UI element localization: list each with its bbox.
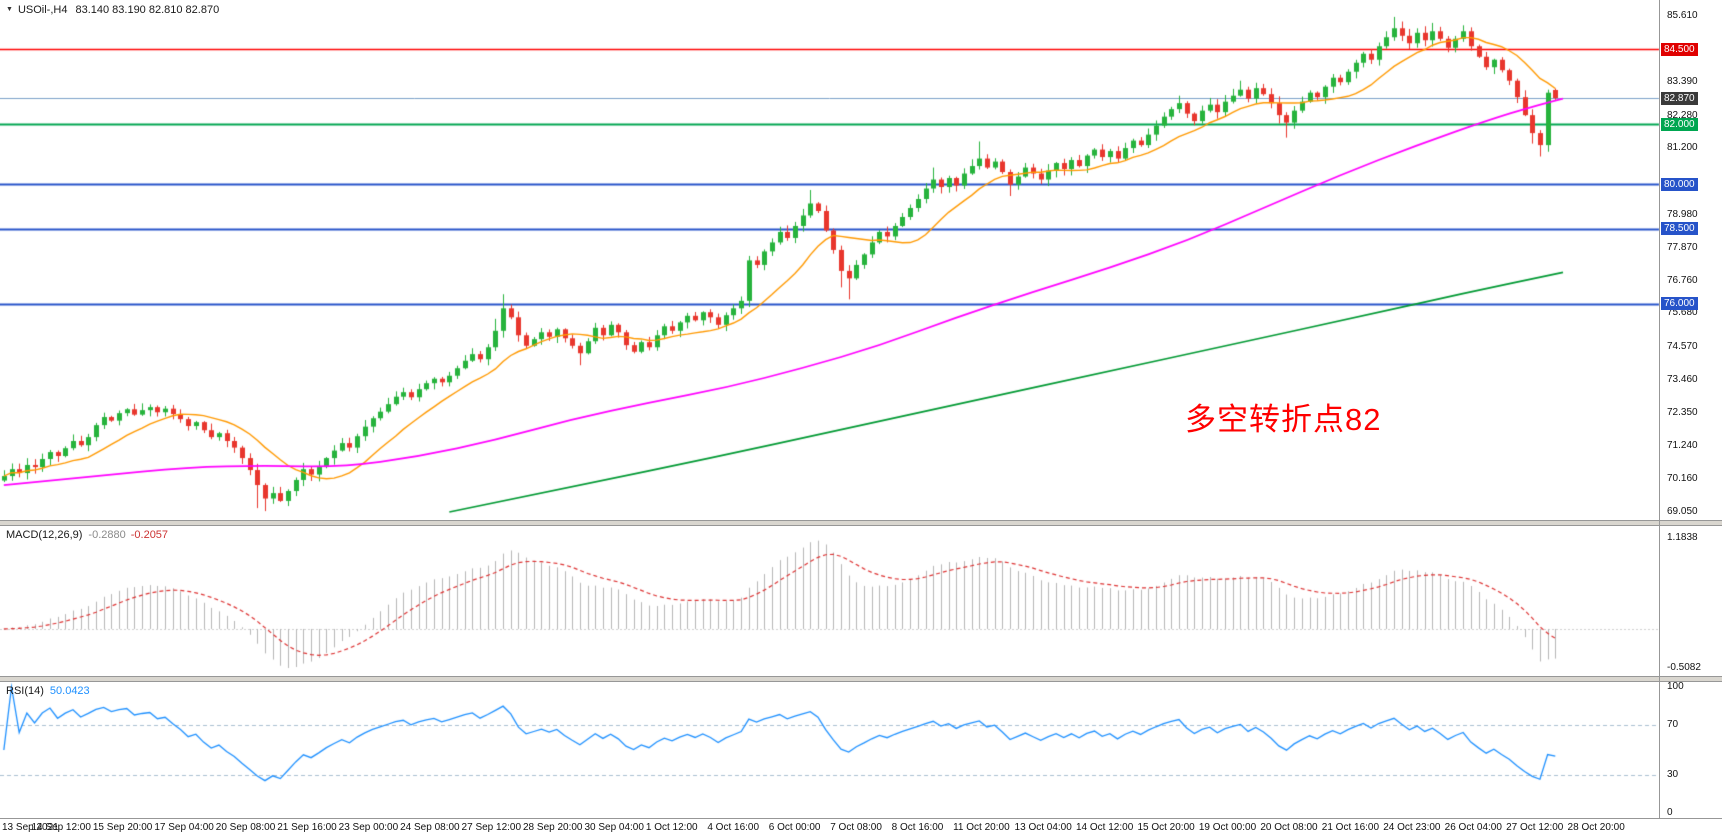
chart-annotation: 多空转折点82 <box>1185 402 1382 437</box>
time-label: 14 Sep 12:00 <box>31 822 91 833</box>
time-label: 23 Sep 00:00 <box>338 822 399 833</box>
macd-indicator-label: MACD(12,26,9) -0.2880 -0.2057 <box>6 529 168 541</box>
time-label: 13 Oct 04:00 <box>1014 822 1072 833</box>
time-label: 11 Oct 20:00 <box>953 822 1010 833</box>
time-label: 24 Oct 23:00 <box>1383 822 1441 833</box>
time-scale[interactable]: 13 Sep 2021 14 Sep 12:00 15 Sep 20:00 17 Se… <box>0 820 1722 840</box>
time-label: 21 Sep 16:00 <box>277 822 337 833</box>
price-badge: 80.000 <box>1661 177 1698 191</box>
price-tick: 73.460 <box>1667 373 1698 385</box>
macd-name: MACD(12,26,9) <box>6 529 83 541</box>
price-badge: 84.500 <box>1661 42 1698 56</box>
time-label: 30 Sep 04:00 <box>584 822 644 833</box>
chart-title: ▼ USOil-,H4 83.140 83.190 82.810 82.870 <box>6 4 219 16</box>
time-label: 24 Sep 08:00 <box>400 822 460 833</box>
macd-main-value: -0.2880 <box>88 529 126 541</box>
price-tick: 74.570 <box>1667 340 1698 352</box>
time-label: 7 Oct 08:00 <box>830 822 882 833</box>
time-label: 15 Sep 20:00 <box>92 822 153 833</box>
time-label: 20 Oct 08:00 <box>1260 822 1318 833</box>
time-label: 8 Oct 16:00 <box>891 822 944 833</box>
panel-separator[interactable] <box>0 676 1722 682</box>
price-tick: 85.610 <box>1667 10 1698 21</box>
time-label: 15 Oct 20:00 <box>1137 822 1195 833</box>
rsi-name: RSI(14) <box>6 685 44 697</box>
price-tick: 71.240 <box>1667 440 1698 452</box>
ohlc-values: 83.140 83.190 82.810 82.870 <box>75 4 220 16</box>
price-badge: 78.500 <box>1661 222 1698 236</box>
rsi-tick: 30 <box>1667 769 1679 781</box>
panel-separator[interactable] <box>0 520 1722 526</box>
price-badge: 82.870 <box>1661 91 1698 105</box>
symbol-period-label: USOil-,H4 <box>17 4 68 16</box>
price-badge: 82.000 <box>1661 117 1698 131</box>
macd-tick: 1.1838 <box>1667 532 1698 543</box>
rsi-tick: 0 <box>1667 807 1673 818</box>
price-scale[interactable]: 85.610 83.390 82.280 81.200 78.980 77.870 76.7… <box>1660 0 1722 818</box>
time-label: 4 Oct 16:00 <box>707 822 760 833</box>
time-label: 13 Sep 2021 <box>2 822 59 833</box>
rsi-tick: 100 <box>1667 681 1684 692</box>
rsi-value: 50.0423 <box>49 685 90 697</box>
time-label: 1 Oct 12:00 <box>645 822 698 833</box>
price-tick: 75.680 <box>1667 307 1698 319</box>
rsi-tick: 70 <box>1667 718 1679 730</box>
time-label: 21 Oct 16:00 <box>1321 822 1380 833</box>
price-tick: 77.870 <box>1667 241 1698 253</box>
price-tick: 82.280 <box>1667 109 1698 121</box>
price-tick: 78.980 <box>1667 208 1698 220</box>
price-scale-border <box>1659 0 1660 818</box>
macd-tick: -0.5082 <box>1667 662 1701 673</box>
time-label: 6 Oct 00:00 <box>768 822 821 833</box>
price-tick: 83.390 <box>1667 76 1698 88</box>
price-tick: 76.760 <box>1667 275 1698 287</box>
time-label: 19 Oct 00:00 <box>1198 822 1257 833</box>
macd-signal-value: -0.2057 <box>130 529 169 541</box>
price-badge: 76.000 <box>1661 297 1698 311</box>
time-label: 28 Sep 20:00 <box>523 822 583 833</box>
price-tick: 81.200 <box>1667 142 1698 154</box>
time-label: 28 Oct 20:00 <box>1567 822 1625 833</box>
time-label: 26 Oct 04:00 <box>1444 822 1502 833</box>
price-tick: 72.350 <box>1667 407 1698 419</box>
time-label: 17 Sep 04:00 <box>154 822 214 833</box>
rsi-indicator-label: RSI(14) 50.0423 <box>6 685 90 697</box>
time-axis-line <box>0 818 1722 819</box>
one-click-trading-toggle-icon[interactable]: ▼ <box>6 6 13 13</box>
price-tick: 69.050 <box>1667 506 1698 517</box>
time-label: 27 Sep 12:00 <box>461 822 522 833</box>
time-label: 20 Sep 08:00 <box>215 822 276 833</box>
time-label: 27 Oct 12:00 <box>1506 822 1564 833</box>
time-label: 14 Oct 12:00 <box>1076 822 1134 833</box>
price-tick: 70.160 <box>1667 472 1698 484</box>
